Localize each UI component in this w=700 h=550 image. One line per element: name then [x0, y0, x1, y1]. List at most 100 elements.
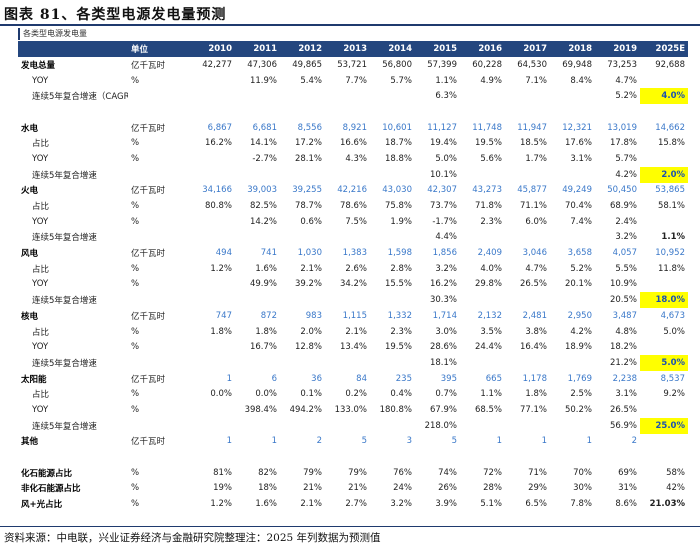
value-cell [190, 402, 235, 418]
value-cell: 2.1% [345, 326, 367, 337]
value-cell: 7.1% [525, 75, 547, 86]
value-cell [190, 151, 235, 167]
table-row: 连续5年复合增速 30.3% 20.5% 18.0% [18, 292, 688, 308]
unit-cell: % [131, 389, 140, 400]
unit-cell: % [131, 216, 140, 227]
table-row: 太阳能 亿千瓦时 1 6 36 84 235 395 665 1,178 1,769 2,238 8,5… [18, 371, 688, 387]
table-row: 连续5年复合增速 4.4% 3.2% 1.1% [18, 230, 688, 246]
row-label: 占比 [32, 139, 50, 150]
value-cell [595, 104, 640, 120]
value-cell: 78.7% [294, 201, 322, 212]
table-row: YOY% 11.9% 5.4% 7.7% 5.7% 1.1% 4.9% 7.1% 8.4% 4.7… [18, 73, 688, 89]
value-cell: 2.6% [345, 263, 367, 274]
value-cell: 10,952 [655, 248, 685, 259]
row-label: 占比 [32, 390, 50, 401]
value-cell: 0.0% [255, 389, 277, 400]
value-cell: 21.2% [609, 357, 637, 368]
value-cell: 4.8% [615, 326, 637, 337]
value-cell: 13.4% [339, 342, 367, 353]
value-cell: 1 [226, 373, 232, 384]
table-row: YOY% 14.2% 0.6% 7.5% 1.9% -1.7% 2.3% 6.0% 7.4% 2.… [18, 214, 688, 230]
unit-cell: % [131, 75, 140, 86]
unit-cell [128, 449, 190, 465]
value-cell: 1.7% [525, 153, 547, 164]
value-cell [190, 418, 235, 434]
value-cell: 68.5% [474, 404, 502, 415]
caption-marker [18, 28, 20, 40]
value-cell: 2.3% [390, 326, 412, 337]
value-cell: 11.9% [249, 75, 277, 86]
value-cell: 28.1% [294, 153, 322, 164]
value-cell: 6.0% [525, 216, 547, 227]
value-cell: 5.2% [570, 263, 592, 274]
table-subtitle: 各类型电源发电量 [23, 29, 87, 38]
value-cell: 235 [395, 373, 412, 384]
value-cell: 49.9% [249, 279, 277, 290]
value-cell: 43,030 [382, 185, 412, 196]
value-cell [550, 292, 595, 308]
row-label: YOY [32, 216, 49, 227]
row-label: 化石能源占比 [21, 468, 73, 479]
unit-cell: % [131, 499, 140, 510]
value-cell: 6 [271, 373, 277, 384]
row-label: 连续5年复合增速 [32, 358, 97, 369]
value-cell: 9.2% [663, 389, 685, 400]
value-cell: 1.9% [390, 216, 412, 227]
row-label: 太阳能 [21, 374, 47, 385]
value-cell [280, 104, 325, 120]
unit-cell: 亿千瓦时 [131, 249, 166, 260]
value-cell: 741 [260, 248, 277, 259]
value-cell: 82% [258, 467, 277, 478]
value-cell: 218.0% [424, 420, 457, 431]
value-cell: 70.4% [564, 201, 592, 212]
header-category [18, 41, 128, 57]
value-cell: 68.9% [609, 201, 637, 212]
value-cell: 8.4% [570, 75, 592, 86]
value-cell: 2,132 [477, 310, 502, 321]
value-cell: 18.7% [384, 138, 412, 149]
unit-cell: 亿千瓦时 [131, 374, 166, 385]
value-cell: 80.8% [204, 201, 232, 212]
value-cell: 3.9% [435, 499, 457, 510]
value-cell [460, 449, 505, 465]
table-row: 发电总量 亿千瓦时 42,277 47,306 49,865 53,721 56,800 57… [18, 57, 688, 73]
value-cell [280, 88, 325, 104]
row-label [18, 449, 128, 465]
value-cell: 14.1% [249, 138, 277, 149]
value-cell [505, 230, 550, 246]
value-cell: 2.1% [300, 499, 322, 510]
value-cell [640, 402, 688, 418]
value-cell [235, 418, 280, 434]
value-cell: 3.5% [480, 326, 502, 337]
value-cell [370, 104, 415, 120]
value-cell: 81% [213, 467, 232, 478]
value-cell [550, 88, 595, 104]
value-cell: 21% [303, 483, 322, 494]
value-cell: 7.8% [570, 499, 592, 510]
row-label: YOY [32, 75, 49, 86]
value-cell: 4,057 [612, 248, 637, 259]
value-cell: 30% [573, 483, 592, 494]
value-cell: 5.2% [615, 91, 637, 102]
value-cell: 6.5% [525, 499, 547, 510]
value-cell: 45,877 [517, 185, 547, 196]
value-cell: 74% [438, 467, 457, 478]
value-cell: 5.0% [640, 355, 688, 371]
value-cell [550, 449, 595, 465]
value-cell: 0.6% [300, 216, 322, 227]
value-cell: 24.4% [474, 342, 502, 353]
value-cell: 7.4% [570, 216, 592, 227]
value-cell [325, 355, 370, 371]
unit-cell: 亿千瓦时 [131, 311, 166, 322]
value-cell: 6,867 [207, 122, 232, 133]
value-cell: 26% [438, 483, 457, 494]
value-cell: 5.1% [480, 499, 502, 510]
value-cell [460, 167, 505, 183]
value-cell: 16.7% [249, 342, 277, 353]
value-cell: 17.6% [564, 138, 592, 149]
value-cell: 20.5% [609, 295, 637, 306]
value-cell [550, 355, 595, 371]
value-cell: 82.5% [249, 201, 277, 212]
source-note: 资料来源：中电联，兴业证券经济与金融研究院整理注：2025 年列数据为预测值 [4, 532, 381, 544]
value-cell [460, 355, 505, 371]
